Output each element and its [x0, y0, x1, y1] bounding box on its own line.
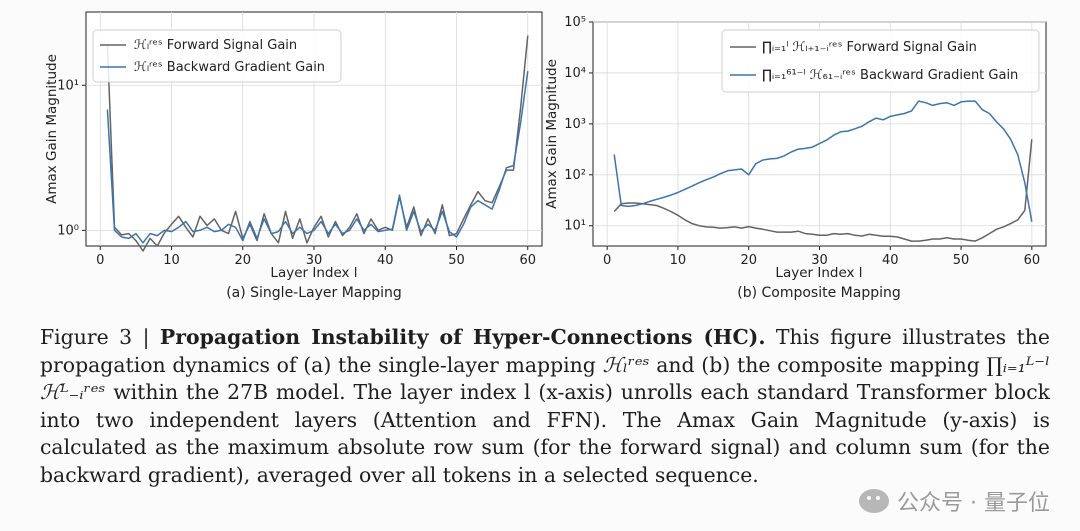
caption-text-3: within the 27B model. The layer index l …: [40, 380, 1050, 487]
panel-a-legend: ℋₗʳᵉˢ Forward Signal Gain ℋₗʳᵉˢ Backward…: [92, 29, 342, 83]
caption-figure-label: Figure 3 |: [40, 325, 160, 349]
panel-a-xtick-label: 50: [448, 253, 465, 268]
panel-b-subtitle: (b) Composite Mapping: [737, 285, 901, 301]
panel-b-xtick-label: 20: [740, 253, 757, 268]
panel-b-series-backward-line: [613, 100, 1033, 222]
panel-b-xlabel: Layer Index l: [775, 265, 862, 281]
panel-b-ytick-label: 10²: [564, 168, 586, 183]
panel-b-xtick-label: 30: [811, 253, 828, 268]
panel-a-legend-backward: ℋₗʳᵉˢ Backward Gradient Gain: [134, 60, 325, 75]
panel-b-ytick-label: 10¹: [564, 219, 586, 234]
panel-b-ytick-label: 10⁴: [564, 66, 586, 81]
panel-a-series-forward-line: [106, 35, 529, 252]
figure-caption: Figure 3 | Propagation Instability of Hy…: [40, 324, 1050, 489]
panel-b-ylabel: Amax Gain Magnitude: [544, 59, 560, 209]
panel-b-xtick-label: 50: [953, 253, 970, 268]
panel-b-legend-backward: ∏ᵢ₌₁⁶¹⁻ˡ ℋ₆₁₋ᵢʳᵉˢ Backward Gradient Gain: [762, 68, 1018, 83]
panel-a-single-layer: 0 10 20 30 40 50 60 10⁰ 10¹ Layer Index l Amax …: [44, 11, 543, 301]
panel-a-xtick-label: 60: [519, 253, 536, 268]
panel-b-legend: ∏ᵢ₌₁ˡ ℋₗ₊₁₋ᵢʳᵉˢ Forward Signal Gain ∏ᵢ₌₁…: [721, 29, 1040, 93]
caption-symbol-composite: ∏ᵢ₌₁ᴸ⁻ˡ ℋᴸ₋ᵢʳᵉˢ: [40, 352, 1051, 405]
panel-a-subtitle: (a) Single-Layer Mapping: [226, 285, 402, 301]
panel-a-xtick-label: 20: [234, 253, 251, 268]
caption-title: Propagation Instability of Hyper-Connect…: [159, 325, 766, 349]
figure-charts: 0 10 20 30 40 50 60 10⁰ 10¹ Layer Index l Amax …: [44, 11, 1047, 301]
watermark-text: 公众号 · 量子位: [897, 491, 1050, 516]
panel-a-xtick-label: 10: [163, 253, 180, 268]
panel-b-legend-forward: ∏ᵢ₌₁ˡ ℋₗ₊₁₋ᵢʳᵉˢ Forward Signal Gain: [762, 40, 977, 55]
panel-a-xlabel: Layer Index l: [270, 265, 357, 281]
panel-b-ytick-label: 10⁵: [564, 15, 586, 30]
wechat-icon: [859, 489, 890, 513]
panel-a-ytick-label: 10¹: [57, 78, 79, 93]
panel-b-xtick-label: 40: [882, 253, 899, 268]
panel-a-legend-forward: ℋₗʳᵉˢ Forward Signal Gain: [134, 38, 297, 53]
caption-symbol-single: ℋₗʳᵉˢ: [602, 352, 650, 377]
panel-a-series-backward-line: [106, 71, 529, 244]
panel-b-xtick-label: 10: [670, 253, 687, 268]
panel-a-xtick-label: 40: [377, 253, 394, 268]
panel-a-xtick-label: 0: [96, 253, 104, 268]
watermark: 公众号 · 量子位: [859, 485, 1050, 517]
panel-b-composite: 0 10 20 30 40 50 60 10¹ 10² 10³ 10⁴ 10⁵ Layer Inde…: [544, 15, 1047, 301]
caption-text-1: This figure illustrates the propagation …: [40, 325, 1050, 377]
panel-a-xtick-label: 30: [306, 253, 323, 268]
panel-b-ytick-label: 10³: [564, 117, 586, 132]
panel-b-xtick-label: 0: [603, 253, 611, 268]
panel-a-ytick-label: 10⁰: [57, 223, 79, 238]
panel-a-ylabel: Amax Gain Magnitude: [44, 54, 60, 204]
panel-b-series-forward-line: [613, 139, 1033, 242]
panel-b-xtick-label: 60: [1024, 253, 1041, 268]
caption-text-2: and (b) the composite mapping: [649, 352, 987, 377]
